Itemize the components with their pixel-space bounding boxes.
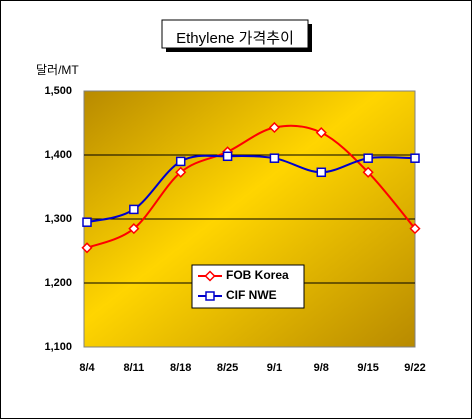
- data-point-cif-nwe: [316, 167, 327, 178]
- x-tick-label: 8/4: [79, 362, 95, 374]
- data-point-cif-nwe: [269, 153, 280, 163]
- chart-title: Ethylene 가격추이: [176, 30, 294, 47]
- data-point-cif-nwe: [363, 153, 373, 163]
- legend-marker-fob-korea: [204, 270, 216, 282]
- data-point-fob-korea: [409, 223, 421, 235]
- data-point-cif-nwe: [175, 156, 186, 167]
- data-point-cif-nwe: [222, 151, 233, 162]
- y-tick-label: 1,300: [44, 213, 72, 225]
- data-point-cif-nwe: [82, 217, 92, 227]
- data-point-fob-korea: [268, 121, 280, 134]
- data-point-cif-nwe: [129, 204, 139, 215]
- y-axis-label: 달러/MT: [36, 63, 79, 77]
- x-axis-ticks: 8/4 8/11 8/18 8/25 9/1 9/8 9/15 9/22: [79, 362, 425, 374]
- data-point-fob-korea: [315, 127, 327, 139]
- x-tick-label: 9/8: [314, 362, 329, 374]
- x-tick-label: 8/25: [217, 362, 238, 374]
- legend: FOB Korea CIF NWE: [191, 264, 305, 309]
- legend-marker-cif-nwe: [205, 291, 215, 301]
- data-point-fob-korea: [362, 166, 374, 178]
- legend-label-cif-nwe: CIF NWE: [226, 288, 277, 302]
- data-point-fob-korea: [128, 223, 140, 235]
- x-tick-label: 9/15: [357, 362, 378, 374]
- y-tick-label: 1,400: [44, 149, 72, 161]
- data-point-fob-korea: [175, 166, 187, 178]
- y-axis-ticks: 1,100 1,200 1,300 1,400 1,500: [44, 85, 72, 353]
- chart-title-box: Ethylene 가격추이: [161, 19, 312, 52]
- y-tick-label: 1,200: [44, 277, 72, 289]
- y-tick-label: 1,100: [44, 341, 72, 353]
- data-point-fob-korea: [81, 242, 93, 254]
- x-tick-label: 8/18: [170, 362, 191, 374]
- x-tick-label: 8/11: [123, 362, 144, 374]
- y-tick-label: 1,500: [44, 85, 72, 97]
- x-tick-label: 9/1: [267, 362, 282, 374]
- x-tick-label: 9/22: [404, 362, 425, 374]
- legend-label-fob-korea: FOB Korea: [226, 268, 289, 282]
- series-layer: [81, 121, 421, 254]
- data-point-cif-nwe: [410, 153, 420, 163]
